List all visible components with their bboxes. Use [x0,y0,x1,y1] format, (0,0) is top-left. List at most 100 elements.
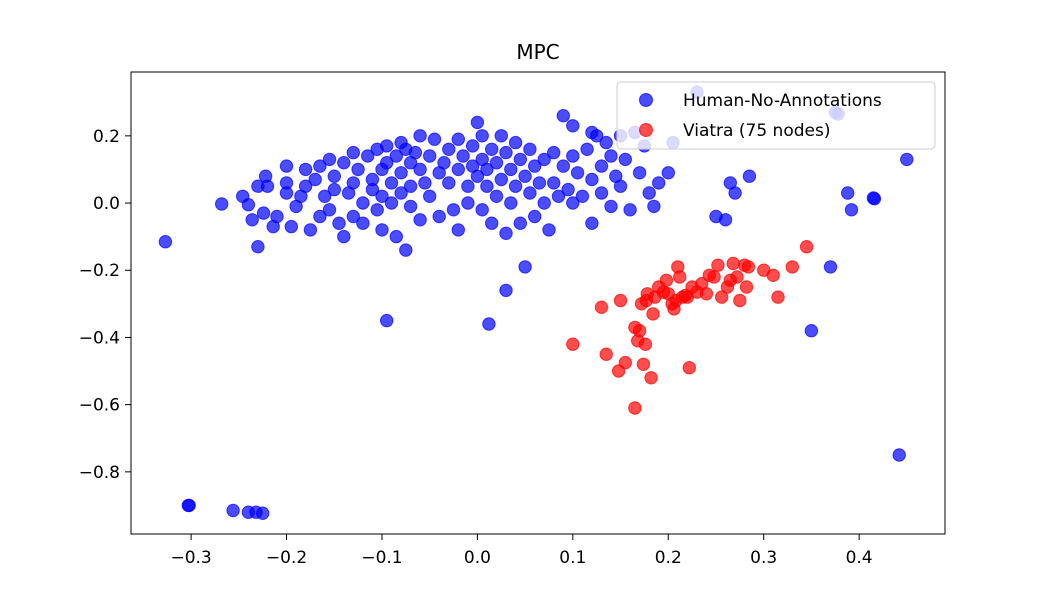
data-point-human-69 [413,129,427,143]
data-point-human-112 [513,216,527,230]
data-point-human-78 [437,156,451,170]
data-point-human-34 [327,182,341,197]
data-point-human-170 [867,192,882,206]
data-point-human-111 [513,152,527,167]
data-point-human-6 [256,506,270,520]
data-point-human-117 [528,159,542,173]
data-point-human-124 [547,176,561,190]
data-point-viatra-46 [741,260,756,274]
data-point-human-172 [900,152,914,167]
x-tick-label: 0.2 [655,548,682,568]
data-point-human-29 [313,209,327,224]
data-point-human-133 [575,189,590,204]
y-axis: 0.2 0.0 −0.2 −0.4 −0.6 −0.8 [79,127,131,483]
data-point-human-97 [482,317,496,331]
data-point-human-105 [499,283,513,298]
data-point-human-24 [298,162,313,177]
data-point-human-146 [613,179,628,193]
data-point-human-108 [504,196,518,210]
data-point-human-119 [532,176,547,190]
data-point-human-132 [570,166,585,180]
plot-area-frame [130,71,946,535]
data-point-human-88 [465,139,480,153]
data-point-human-55 [380,313,394,328]
data-point-human-159 [718,213,733,227]
data-point-human-164 [823,260,838,274]
data-point-human-58 [389,149,403,163]
data-point-viatra-38 [715,290,729,304]
data-point-human-121 [537,196,551,210]
legend-box [616,81,936,150]
data-point-human-134 [580,142,594,157]
x-tick-label: 0.1 [559,548,586,568]
data-point-human-18 [279,159,294,173]
data-point-human-59 [389,229,403,244]
data-point-human-131 [566,196,580,210]
data-point-viatra-12 [638,337,653,351]
legend-marker-human [639,93,653,107]
data-point-human-42 [351,162,365,177]
data-point-human-67 [403,199,418,214]
data-point-human-140 [594,186,609,200]
data-point-human-118 [528,209,542,224]
data-point-viatra-30 [682,361,696,375]
data-point-human-9 [241,198,256,212]
data-point-human-62 [394,186,408,200]
data-point-human-31 [322,152,337,167]
data-point-viatra-16 [646,307,660,321]
data-point-human-128 [561,182,575,197]
x-tick-label: 0.4 [846,548,873,568]
data-point-human-70 [413,162,427,177]
data-point-human-80 [442,176,456,190]
data-point-human-171 [892,448,906,462]
data-point-human-53 [380,139,394,153]
data-point-viatra-45 [739,280,754,294]
data-point-human-143 [604,199,618,214]
data-point-human-79 [442,142,456,157]
data-point-viatra-5 [618,355,632,370]
data-point-viatra-36 [707,270,721,284]
data-point-viatra-43 [733,293,747,308]
data-point-human-47 [365,182,380,197]
data-point-human-147 [618,152,632,167]
data-point-human-142 [604,149,618,163]
data-point-human-120 [537,152,551,167]
data-point-human-85 [456,149,470,163]
legend: Human-No-Annotations Viatra (75 nodes) [616,81,936,150]
data-point-human-136 [585,172,599,187]
data-point-human-56 [384,176,399,190]
data-point-viatra-4 [613,293,628,308]
data-point-human-138 [590,129,604,143]
data-point-human-104 [499,145,513,160]
data-point-viatra-48 [766,268,780,282]
data-point-human-17 [270,209,284,224]
data-point-human-52 [375,223,389,237]
data-point-human-127 [556,159,570,173]
data-point-viatra-11 [636,357,651,371]
data-point-viatra-15 [644,371,658,385]
data-point-human-15 [260,179,275,193]
data-point-human-44 [356,216,370,230]
data-point-human-66 [403,179,418,193]
data-point-human-51 [375,189,389,204]
x-tick-label: −0.2 [266,548,307,568]
data-point-human-64 [399,243,413,257]
data-point-human-98 [485,142,499,157]
data-point-human-20 [279,186,294,200]
data-point-human-139 [594,159,609,173]
data-point-viatra-1 [594,300,609,314]
data-point-human-3 [226,503,240,518]
data-point-human-92 [475,129,489,143]
data-point-human-13 [256,206,271,220]
data-point-viatra-41 [726,256,740,271]
data-point-human-32 [322,203,337,217]
data-point-human-99 [485,216,499,230]
data-point-human-43 [356,196,370,210]
data-point-human-129 [566,119,580,133]
data-point-human-168 [844,203,859,217]
data-point-human-100 [489,156,504,170]
x-tick-label: 0.0 [464,548,491,568]
data-point-human-86 [461,179,475,193]
data-point-human-12 [251,240,265,254]
x-tick-label: 0.3 [750,548,777,568]
